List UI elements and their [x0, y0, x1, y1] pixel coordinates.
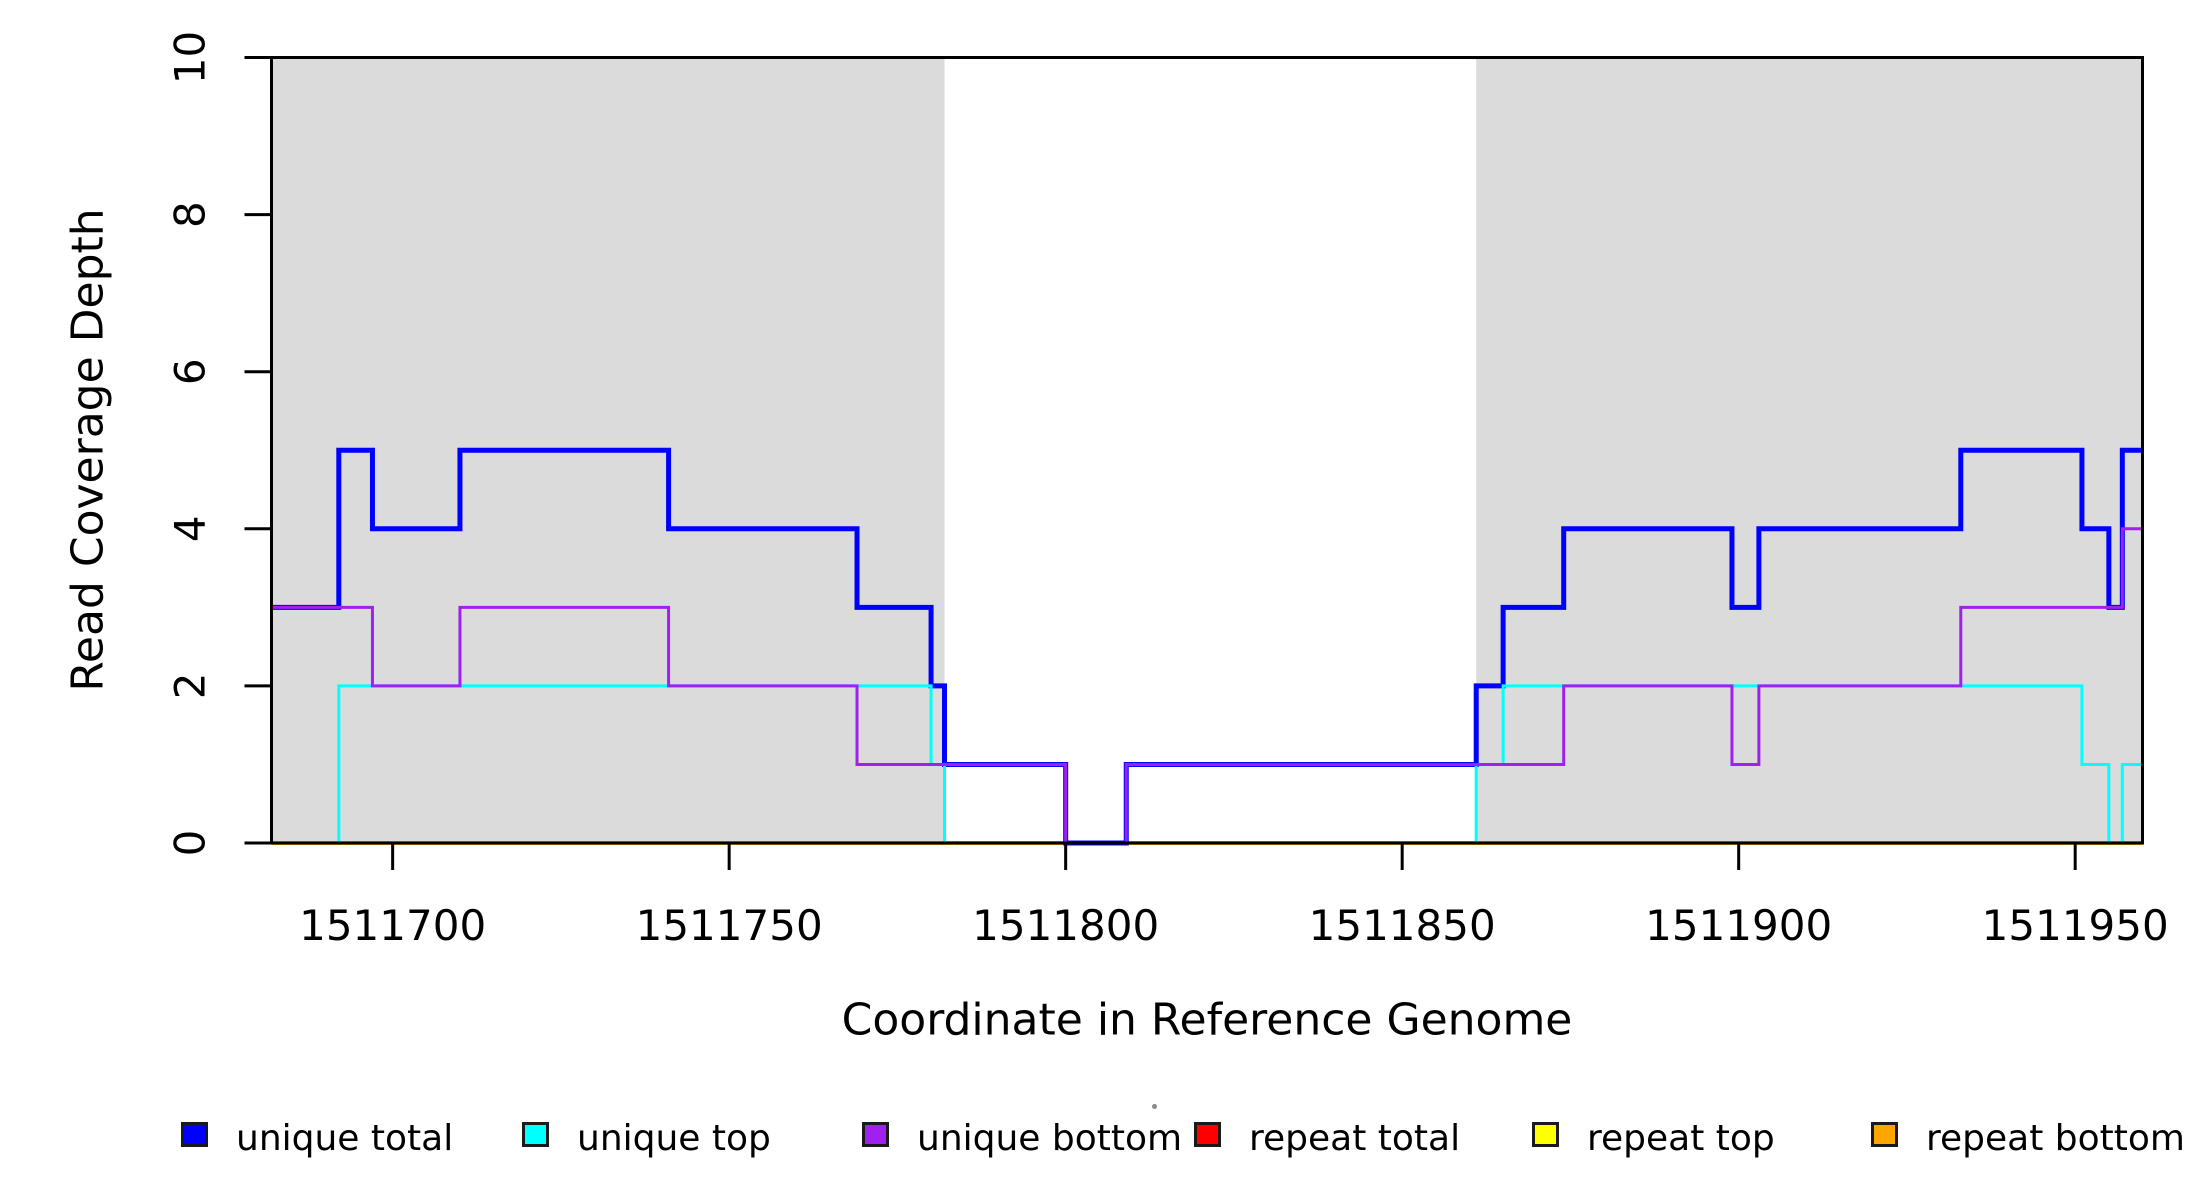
x-tick-label-1511750: 1511750: [636, 901, 823, 950]
legend-swatch-unique-total: [181, 1122, 208, 1147]
legend-swatch-unique-bottom: [862, 1122, 889, 1147]
y-tick-label-8: 8: [166, 201, 215, 228]
legend-label: repeat total: [1249, 1118, 1461, 1159]
x-tick-label-1511800: 1511800: [972, 901, 1159, 950]
legend-label: repeat bottom: [1926, 1118, 2185, 1159]
legend-swatch-repeat-total: [1194, 1122, 1221, 1147]
y-tick-label-10: 10: [166, 31, 215, 84]
y-tick-label-6: 6: [166, 358, 215, 385]
y-tick-label-4: 4: [166, 515, 215, 542]
legend-label: unique total: [236, 1118, 454, 1159]
plot-box: [270, 56, 2144, 845]
x-axis-title: Coordinate in Reference Genome: [841, 994, 1573, 1046]
legend-swatch-repeat-top: [1532, 1122, 1559, 1147]
x-tick-label-1511700: 1511700: [299, 901, 486, 950]
x-tick-label-1511950: 1511950: [1982, 901, 2169, 950]
x-tick-label-1511900: 1511900: [1645, 901, 1832, 950]
legend-label: unique top: [577, 1118, 771, 1159]
series-unique-bottom: [271, 527, 2143, 845]
legend-swatch-unique-top: [522, 1122, 549, 1147]
y-axis-title: Read Coverage Depth: [62, 208, 114, 692]
legend-label: repeat top: [1587, 1118, 1775, 1159]
y-tick-label-0: 0: [166, 830, 215, 857]
legend-label: unique bottom: [917, 1118, 1183, 1159]
legend-swatch-repeat-bottom: [1871, 1122, 1898, 1147]
stray-dot: [1152, 1104, 1157, 1109]
x-tick-label-1511850: 1511850: [1309, 901, 1496, 950]
y-tick-label-2: 2: [166, 673, 215, 700]
